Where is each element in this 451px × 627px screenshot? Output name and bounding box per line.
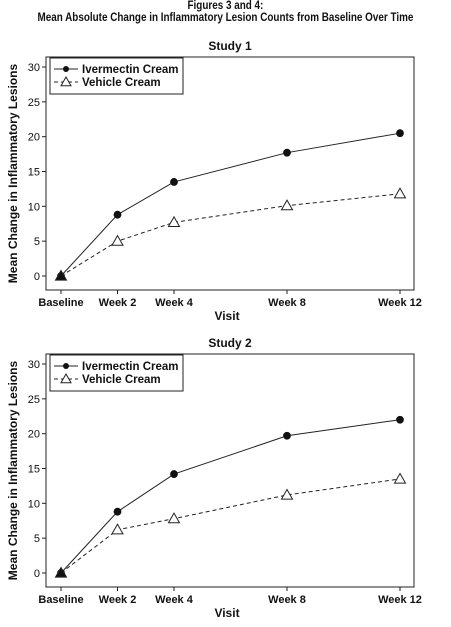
x-axis-label: Visit bbox=[214, 309, 239, 323]
x-tick-label-week-2: Week 2 bbox=[99, 594, 137, 606]
data-point-vehicle-cream-week-4 bbox=[167, 215, 181, 227]
data-point-vehicle-cream-baseline bbox=[54, 566, 68, 578]
y-tick-label: 20 bbox=[28, 429, 40, 441]
legend-label-vehicle-cream: Vehicle Cream bbox=[82, 77, 161, 89]
legend-label-vehicle-cream: Vehicle Cream bbox=[82, 374, 161, 386]
data-point-vehicle-cream-week-12 bbox=[393, 472, 407, 484]
series-line-ivermectin-cream bbox=[60, 132, 401, 277]
y-tick-label: 0 bbox=[34, 271, 40, 283]
x-tick-label-week-8: Week 8 bbox=[268, 297, 306, 309]
data-point-ivermectin-cream-week-4 bbox=[170, 470, 178, 478]
y-tick-label: 25 bbox=[28, 394, 40, 406]
x-tick-label-week-4: Week 4 bbox=[155, 594, 194, 606]
chart-title: Study 2 bbox=[208, 336, 252, 350]
data-point-vehicle-cream-week-8 bbox=[280, 488, 294, 500]
y-axis-label: Mean Change in Inflammatory Lesions bbox=[6, 63, 20, 283]
data-point-ivermectin-cream-week-2 bbox=[113, 507, 122, 516]
plot-area-frame bbox=[45, 56, 415, 291]
legend-label-ivermectin-cream: Ivermectin Cream bbox=[82, 361, 179, 373]
data-point-vehicle-cream-week-12 bbox=[393, 187, 407, 199]
x-tick-label-week-8: Week 8 bbox=[268, 594, 306, 606]
data-point-ivermectin-cream-week-12 bbox=[396, 129, 404, 138]
legend-marker-ivermectin-cream bbox=[63, 66, 69, 72]
plot-area-frame bbox=[45, 353, 415, 588]
data-point-vehicle-cream-baseline bbox=[54, 269, 68, 281]
y-tick-label: 15 bbox=[28, 167, 40, 179]
legend-box bbox=[49, 354, 184, 392]
y-tick-label: 30 bbox=[28, 62, 40, 74]
data-point-vehicle-cream-week-4 bbox=[167, 512, 181, 524]
legend-marker-vehicle-cream bbox=[60, 372, 72, 384]
x-tick-label-baseline: Baseline bbox=[38, 297, 83, 309]
chart-study-1: Study 1 0 5 10 15 20 25 30 Baseline Week 2 Week 4 W… bbox=[6, 39, 422, 323]
x-axis-label: Visit bbox=[214, 606, 239, 620]
legend-marker-ivermectin-cream bbox=[63, 363, 69, 369]
x-tick-label-week-12: Week 12 bbox=[378, 594, 422, 606]
x-tick-label-baseline: Baseline bbox=[38, 594, 83, 606]
data-point-ivermectin-cream-week-12 bbox=[396, 415, 404, 424]
chart-study-2: Study 2 0 5 10 15 20 25 30 Baseline Week 2 Week 4 W… bbox=[6, 336, 422, 620]
legend-box bbox=[49, 57, 184, 95]
x-tick-label-week-4: Week 4 bbox=[155, 297, 194, 309]
legend-label-ivermectin-cream: Ivermectin Cream bbox=[82, 64, 179, 76]
figure-title-line1: Figures 3 and 4: bbox=[187, 0, 264, 12]
y-tick-label: 10 bbox=[28, 498, 40, 510]
y-tick-label: 10 bbox=[28, 201, 40, 213]
chart-title: Study 1 bbox=[208, 39, 252, 53]
data-point-vehicle-cream-week-2 bbox=[111, 234, 124, 246]
y-tick-label: 5 bbox=[34, 533, 40, 545]
series-line-vehicle-cream bbox=[60, 478, 401, 574]
legend-marker-vehicle-cream bbox=[60, 75, 72, 87]
y-tick-label: 15 bbox=[28, 464, 40, 476]
data-point-vehicle-cream-week-8 bbox=[280, 199, 294, 211]
data-point-ivermectin-cream-week-2 bbox=[113, 210, 122, 219]
series-line-ivermectin-cream bbox=[60, 419, 401, 574]
y-axis-label: Mean Change in Inflammatory Lesions bbox=[6, 360, 20, 580]
data-point-vehicle-cream-week-2 bbox=[111, 523, 124, 535]
data-point-ivermectin-cream-week-8 bbox=[283, 148, 291, 157]
x-tick-label-week-2: Week 2 bbox=[99, 297, 137, 309]
y-tick-label: 5 bbox=[34, 236, 40, 248]
y-tick-label: 0 bbox=[34, 568, 40, 580]
series-line-vehicle-cream bbox=[60, 193, 401, 277]
data-point-ivermectin-cream-week-8 bbox=[283, 431, 291, 440]
y-tick-label: 20 bbox=[28, 132, 40, 144]
y-tick-label: 30 bbox=[28, 359, 40, 371]
data-point-ivermectin-cream-week-4 bbox=[170, 178, 178, 186]
figure-title-line2: Mean Absolute Change in Inflammatory Les… bbox=[37, 12, 414, 24]
x-tick-label-week-12: Week 12 bbox=[378, 297, 422, 309]
y-tick-label: 25 bbox=[28, 97, 40, 109]
